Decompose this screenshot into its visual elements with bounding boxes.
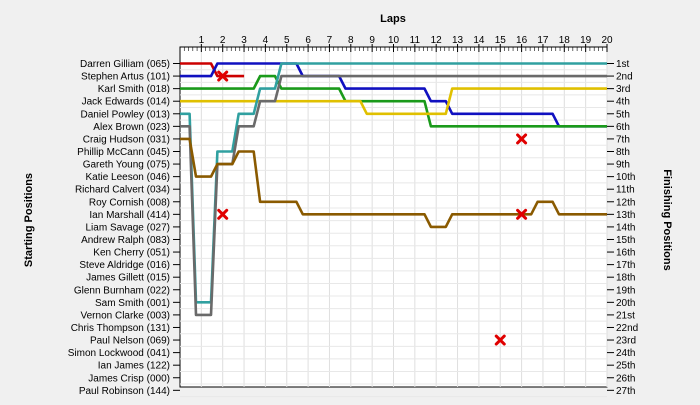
driver-series-line [180, 62, 607, 128]
finishing-label: 20th [616, 298, 635, 309]
driver-label: Paul Robinson (144) [79, 386, 170, 397]
finishing-label: 5th [616, 109, 630, 120]
finishing-label: 12th [616, 197, 635, 208]
lap-tick-label: 9 [369, 35, 375, 46]
finishing-label: 19th [616, 285, 635, 296]
finishing-label: 7th [616, 134, 630, 145]
driver-labels: Darren Gilliam (065)Stephen Artus (101)K… [68, 59, 180, 397]
lap-tick-label: 16 [516, 35, 528, 46]
driver-label: Alex Brown (023) [93, 122, 170, 133]
lap-tick-label: 15 [495, 35, 507, 46]
driver-label: Darren Gilliam (065) [80, 59, 170, 70]
finishing-label: 22nd [616, 323, 638, 334]
driver-series-line [180, 74, 607, 317]
lap-tick-label: 5 [284, 35, 290, 46]
lap-tick-label: 11 [410, 35, 421, 46]
lap-tick-label: 13 [452, 35, 464, 46]
finishing-label: 13th [616, 210, 635, 221]
driver-label: Vernon Clarke (003) [81, 310, 171, 321]
finishing-label: 15th [616, 235, 635, 246]
lap-tick-label: 18 [559, 35, 571, 46]
lap-tick-label: 3 [241, 35, 247, 46]
finishing-label: 9th [616, 160, 630, 171]
driver-label: Phillip McCann (045) [77, 147, 170, 158]
retirement-mark [494, 334, 506, 346]
grid-lines [180, 44, 608, 398]
series-layer [180, 62, 607, 317]
finishing-label: 18th [616, 273, 635, 284]
driver-series-line [180, 74, 607, 128]
finishing-label: 14th [616, 222, 635, 233]
retirement-mark [516, 208, 528, 220]
driver-label: Steve Aldridge (016) [79, 260, 170, 271]
finishing-label: 10th [616, 172, 635, 183]
finishing-label: 1st [616, 59, 630, 70]
finishing-label: 25th [616, 361, 635, 372]
driver-label: Sam Smith (001) [95, 298, 170, 309]
driver-label: Paul Nelson (069) [90, 336, 170, 347]
finishing-label: 27th [616, 386, 635, 397]
driver-label: Craig Hudson (031) [83, 134, 170, 145]
finishing-label: 16th [616, 248, 635, 259]
driver-label: James Gillett (015) [86, 273, 170, 284]
driver-label: Ian James (122) [98, 361, 170, 372]
driver-label: Liam Savage (027) [86, 222, 171, 233]
driver-label: Richard Calvert (034) [75, 185, 170, 196]
retirement-mark [217, 208, 229, 220]
driver-label: Gareth Young (075) [83, 160, 170, 171]
retirement-mark [516, 133, 528, 145]
lap-tick-label: 7 [327, 35, 333, 46]
lap-tick-label: 8 [348, 35, 354, 46]
finishing-label: 26th [616, 373, 635, 384]
finishing-label: 8th [616, 147, 630, 158]
finishing-label: 23rd [616, 336, 636, 347]
lap-tick-label: 20 [601, 35, 613, 46]
driver-label: Stephen Artus (101) [81, 72, 170, 83]
finishing-label: 6th [616, 122, 630, 133]
retirement-mark [217, 70, 229, 82]
driver-series-line [180, 62, 607, 304]
driver-label: Ian Marshall (414) [89, 210, 170, 221]
lap-tick-label: 6 [305, 35, 311, 46]
driver-label: Simon Lockwood (041) [68, 348, 170, 359]
driver-series-line [180, 87, 607, 116]
lap-tick-label: 10 [388, 35, 400, 46]
right-axis-title: Finishing Positions [661, 169, 673, 270]
finishing-label: 24th [616, 348, 635, 359]
finishing-label: 21st [616, 310, 635, 321]
lap-tick-label: 19 [580, 35, 592, 46]
lap-tick-label: 4 [263, 35, 269, 46]
finishing-label: 2nd [616, 72, 633, 83]
driver-label: Roy Cornish (008) [89, 197, 170, 208]
driver-label: Jack Edwards (014) [82, 97, 170, 108]
finishing-label: 4th [616, 97, 630, 108]
driver-label: Ken Cherry (051) [93, 248, 170, 259]
retirement-marks [217, 70, 528, 346]
driver-label: Glenn Burnham (022) [74, 285, 170, 296]
lap-tick-labels: 1 2 3 4 5 6 7 8 9 10 11 12 13 14 15 16 17 18 19 20 [199, 35, 613, 46]
driver-label: Katie Leeson (046) [85, 172, 170, 183]
left-axis-title: Starting Positions [23, 173, 35, 267]
lap-tick-label: 14 [473, 35, 485, 46]
driver-label: James Crisp (000) [88, 373, 170, 384]
lap-tick-label: 12 [431, 35, 443, 46]
finishing-label: 11th [616, 185, 635, 196]
finishing-label: 17th [616, 260, 635, 271]
lap-tick-label: 2 [220, 35, 226, 46]
driver-label: Chris Thompson (131) [71, 323, 170, 334]
driver-label: Andrew Ralph (083) [81, 235, 170, 246]
finishing-label: 3rd [616, 84, 630, 95]
driver-label: Karl Smith (018) [98, 84, 170, 95]
lap-tick-label: 1 [199, 35, 205, 46]
x-axis-title: Laps [380, 13, 406, 25]
driver-label: Daniel Powley (013) [81, 109, 171, 120]
driver-series-line [180, 137, 607, 229]
lap-tick-label: 17 [537, 35, 549, 46]
